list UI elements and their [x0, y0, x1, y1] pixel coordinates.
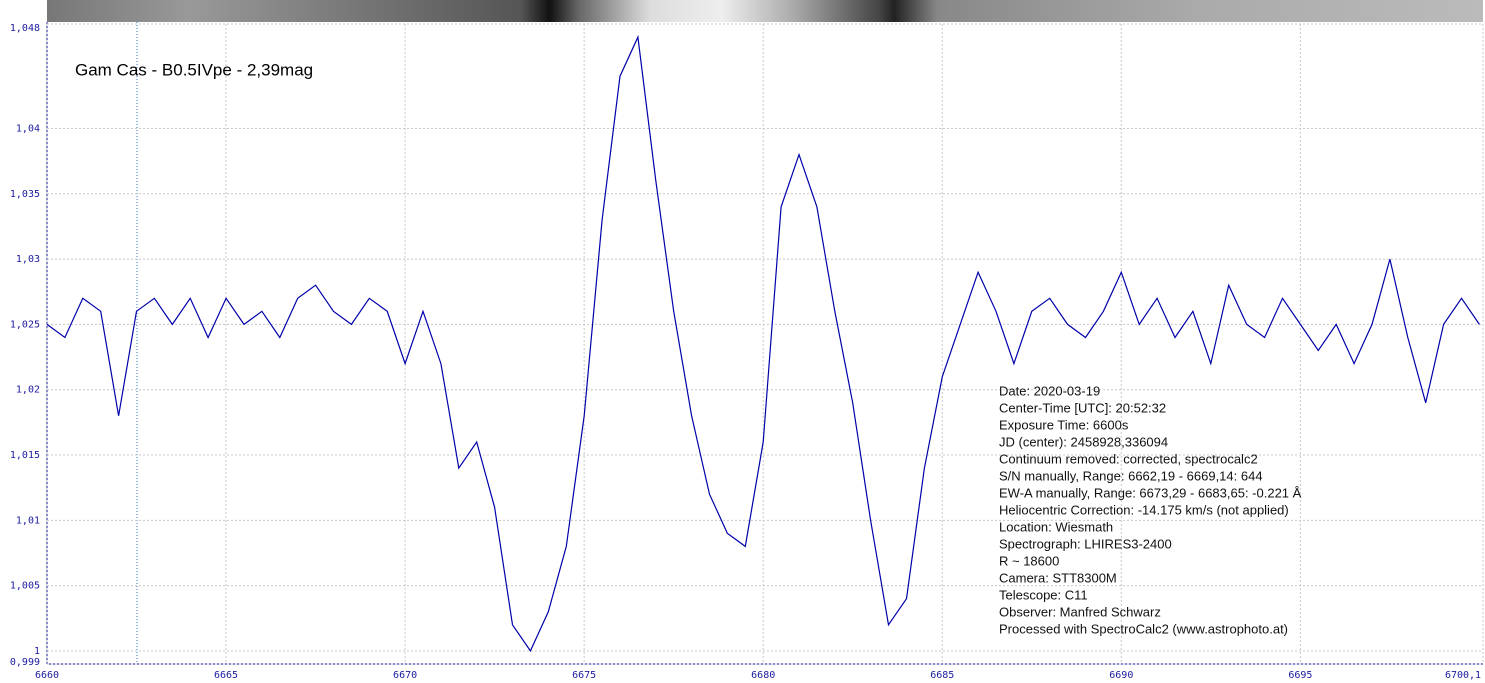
y-tick-label: 0,999 — [10, 657, 40, 668]
y-tick-label: 1,03 — [16, 254, 40, 265]
y-tick-label: 1,025 — [10, 319, 40, 330]
y-tick-label: 1,04 — [16, 123, 40, 134]
x-tick-label: 6685 — [930, 670, 954, 681]
x-tick-label: 6665 — [214, 670, 238, 681]
annotation-line: EW-A manually, Range: 6673,29 - 6683,65:… — [999, 485, 1302, 500]
annotation-line: Heliocentric Correction: -14.175 km/s (n… — [999, 502, 1289, 517]
annotation-line: S/N manually, Range: 6662,19 - 6669,14: … — [999, 468, 1263, 483]
x-tick-label: 6680 — [751, 670, 775, 681]
y-tick-label: 1,01 — [16, 515, 40, 526]
annotation-line: Observer: Manfred Schwarz — [999, 604, 1161, 619]
annotation-line: Processed with SpectroCalc2 (www.astroph… — [999, 621, 1288, 636]
annotation-line: Camera: STT8300M — [999, 570, 1117, 585]
chart-title: Gam Cas - B0.5IVpe - 2,39mag — [75, 60, 313, 79]
x-tick-label: 6690 — [1109, 670, 1133, 681]
annotation-line: R ~ 18600 — [999, 553, 1059, 568]
annotation-line: Location: Wiesmath — [999, 519, 1113, 534]
x-tick-label: 6700,1 — [1445, 670, 1481, 681]
annotation-line: Spectrograph: LHIRES3-2400 — [999, 536, 1172, 551]
annotation-line: Date: 2020-03-19 — [999, 383, 1100, 398]
annotation-line: Exposure Time: 6600s — [999, 417, 1129, 432]
y-tick-label: 1 — [34, 646, 40, 657]
y-tick-label: 1,035 — [10, 189, 40, 200]
x-tick-label: 6670 — [393, 670, 417, 681]
x-tick-label: 6695 — [1288, 670, 1312, 681]
y-tick-label: 1,005 — [10, 581, 40, 592]
x-tick-label: 6675 — [572, 670, 596, 681]
y-tick-label: 1,015 — [10, 450, 40, 461]
y-tick-label: 1,02 — [16, 385, 40, 396]
annotation-line: JD (center): 2458928,336094 — [999, 434, 1168, 449]
x-tick-label: 6660 — [35, 670, 59, 681]
y-tick-label: 1,048 — [10, 23, 40, 34]
spectrum-line — [46, 34, 1480, 653]
annotation-line: Continuum removed: corrected, spectrocal… — [999, 451, 1258, 466]
spectrum-strip — [47, 0, 1483, 22]
annotation-line: Telescope: C11 — [999, 587, 1088, 602]
annotation-line: Center-Time [UTC]: 20:52:32 — [999, 400, 1166, 415]
